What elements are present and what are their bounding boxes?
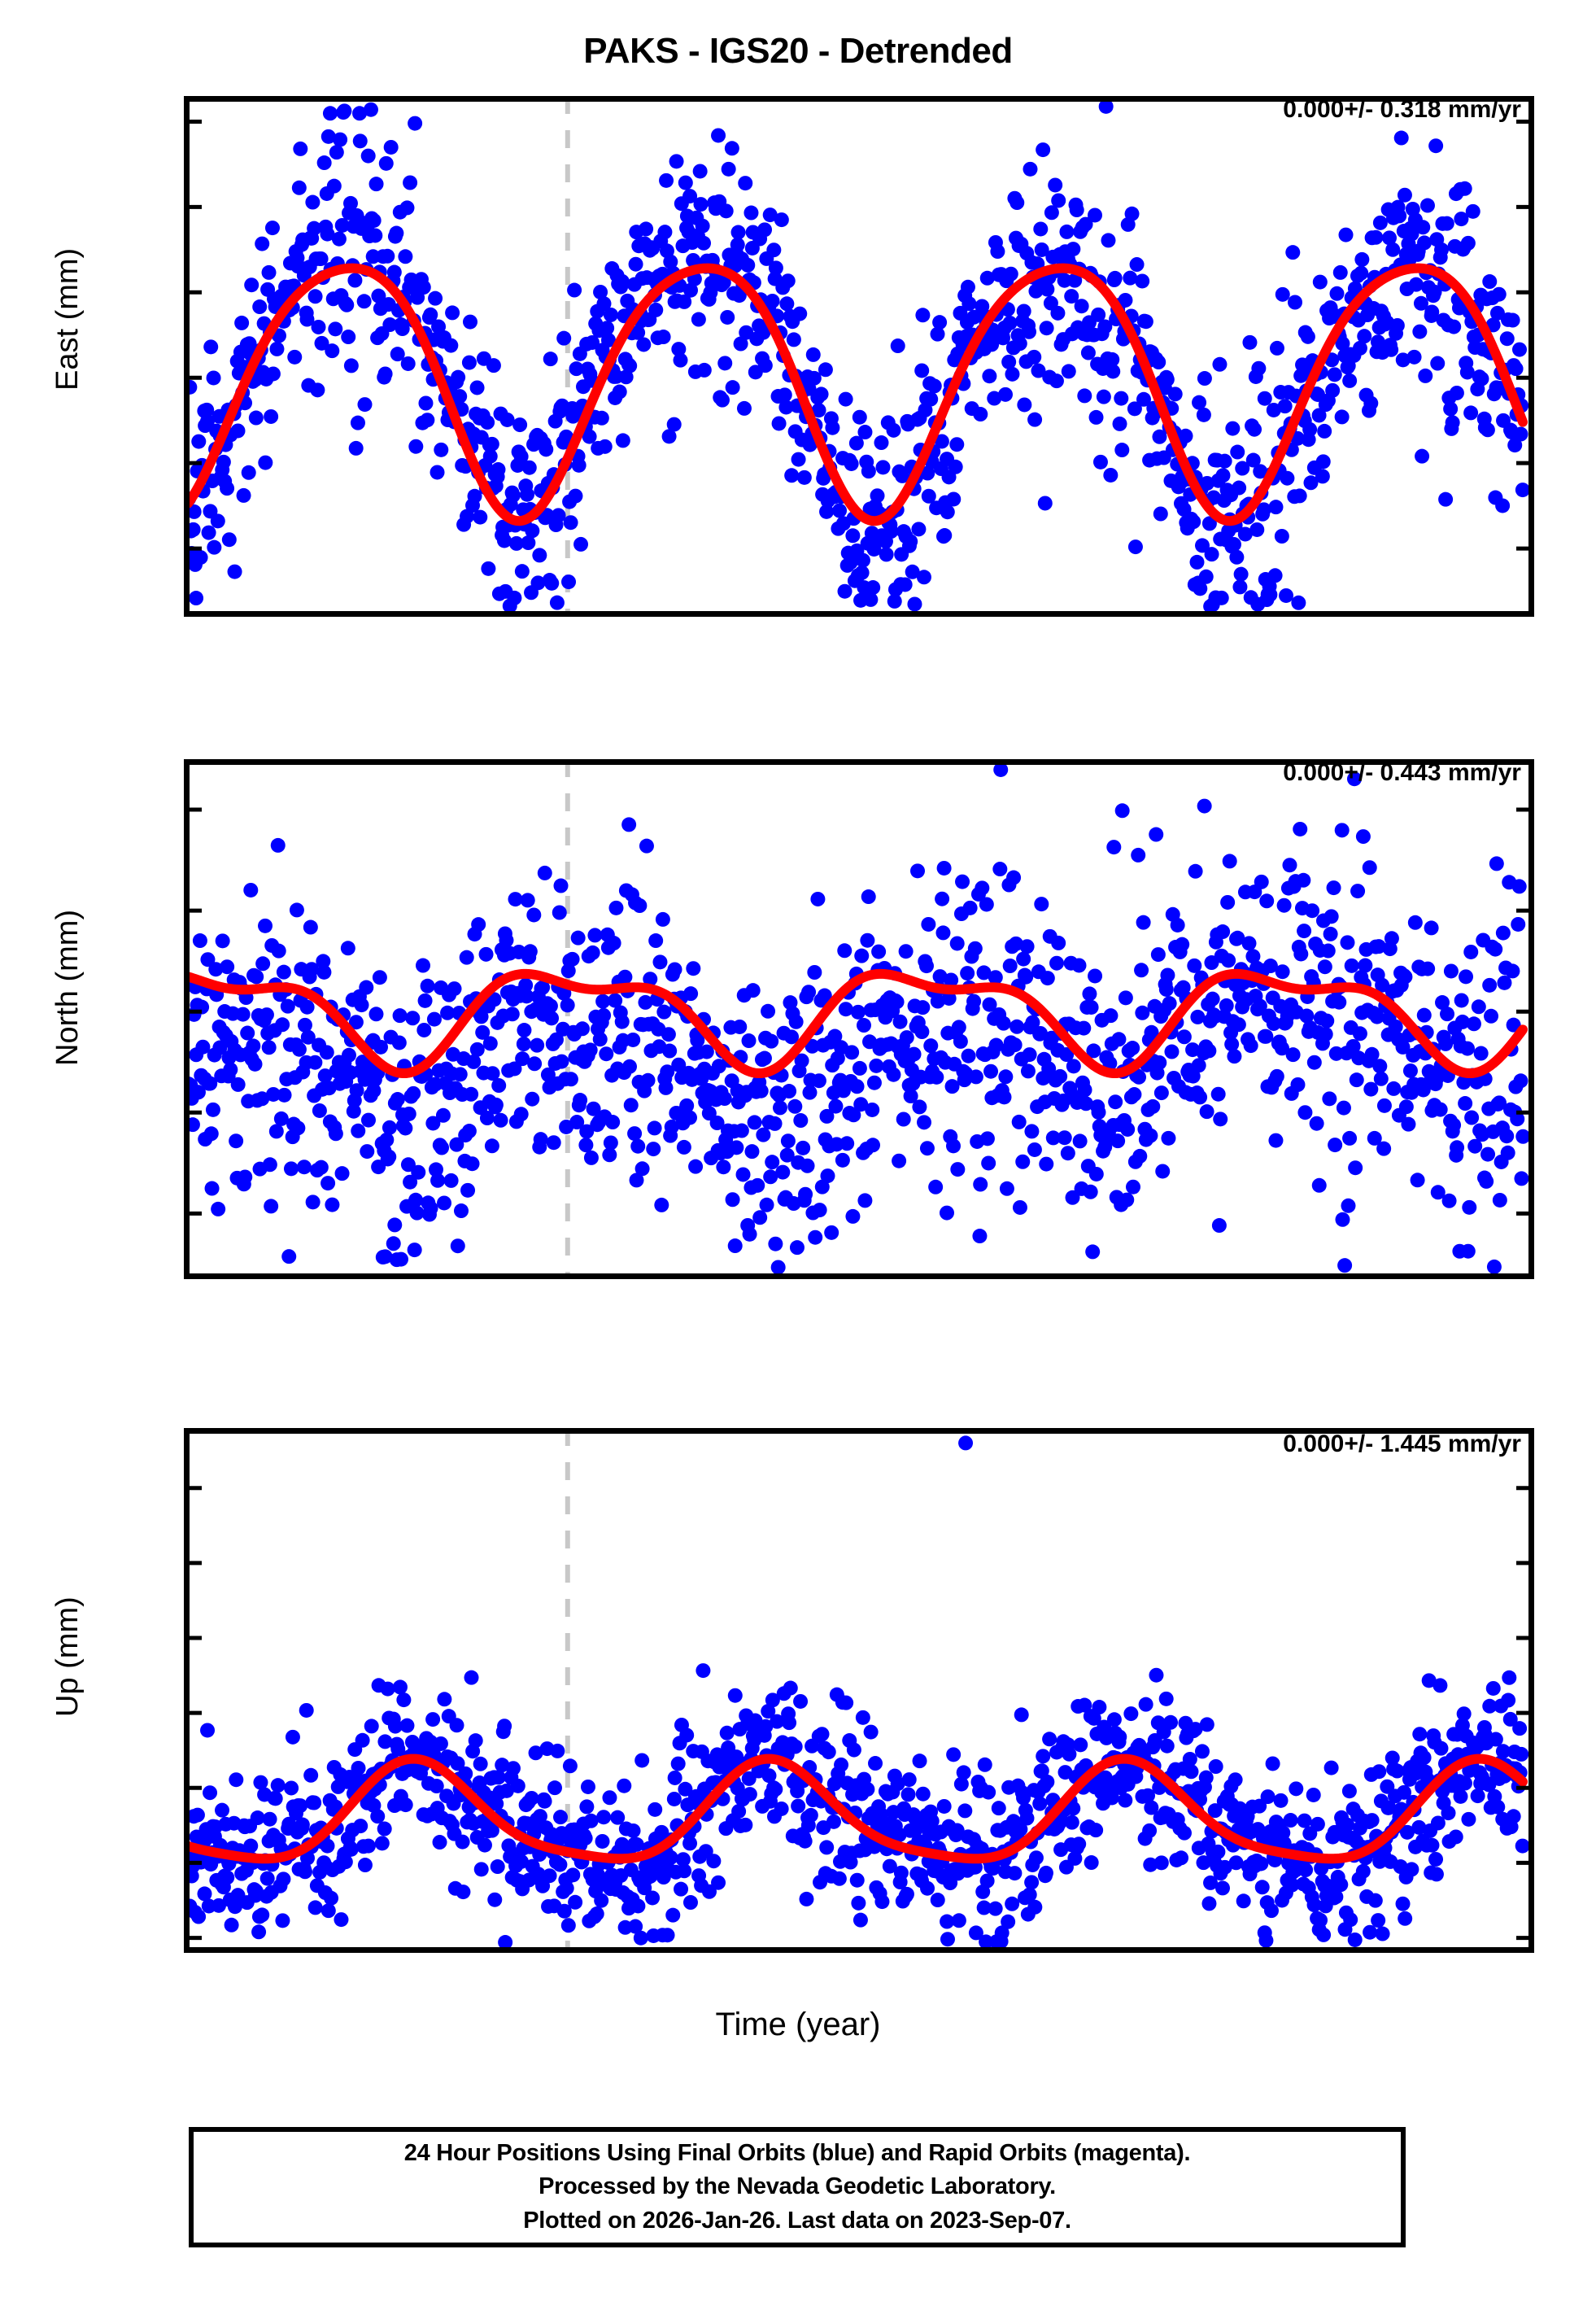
panel-up-plot bbox=[184, 1428, 1534, 1953]
panel-north-ylabel: North (mm) bbox=[50, 909, 85, 1066]
panel-east-plot bbox=[184, 96, 1534, 617]
footer-caption-box: 24 Hour Positions Using Final Orbits (bl… bbox=[189, 2127, 1406, 2247]
panel-east-ylabel: East (mm) bbox=[50, 247, 85, 391]
axis-label-x: Time (year) bbox=[715, 2007, 881, 2042]
page-title: PAKS - IGS20 - Detrended bbox=[583, 31, 1013, 71]
panel-up-ylabel: Up (mm) bbox=[50, 1596, 85, 1717]
panel-up-rate-annotation: 0.000+/- 1.445 mm/yr bbox=[1283, 1430, 1521, 1457]
footer-line-2: Processed by the Nevada Geodetic Laborat… bbox=[539, 2173, 1056, 2200]
panel-east-rate-annotation: 0.000+/- 0.318 mm/yr bbox=[1283, 96, 1521, 123]
panel-north bbox=[184, 759, 1534, 1279]
panel-north-rate-annotation: 0.000+/- 0.443 mm/yr bbox=[1283, 759, 1521, 786]
panel-east bbox=[184, 96, 1534, 617]
panel-north-plot bbox=[184, 759, 1534, 1279]
footer-line-1: 24 Hour Positions Using Final Orbits (bl… bbox=[403, 2140, 1191, 2167]
panel-up bbox=[184, 1428, 1534, 1953]
footer-line-3: Plotted on 2026-Jan-26. Last data on 202… bbox=[523, 2207, 1071, 2234]
